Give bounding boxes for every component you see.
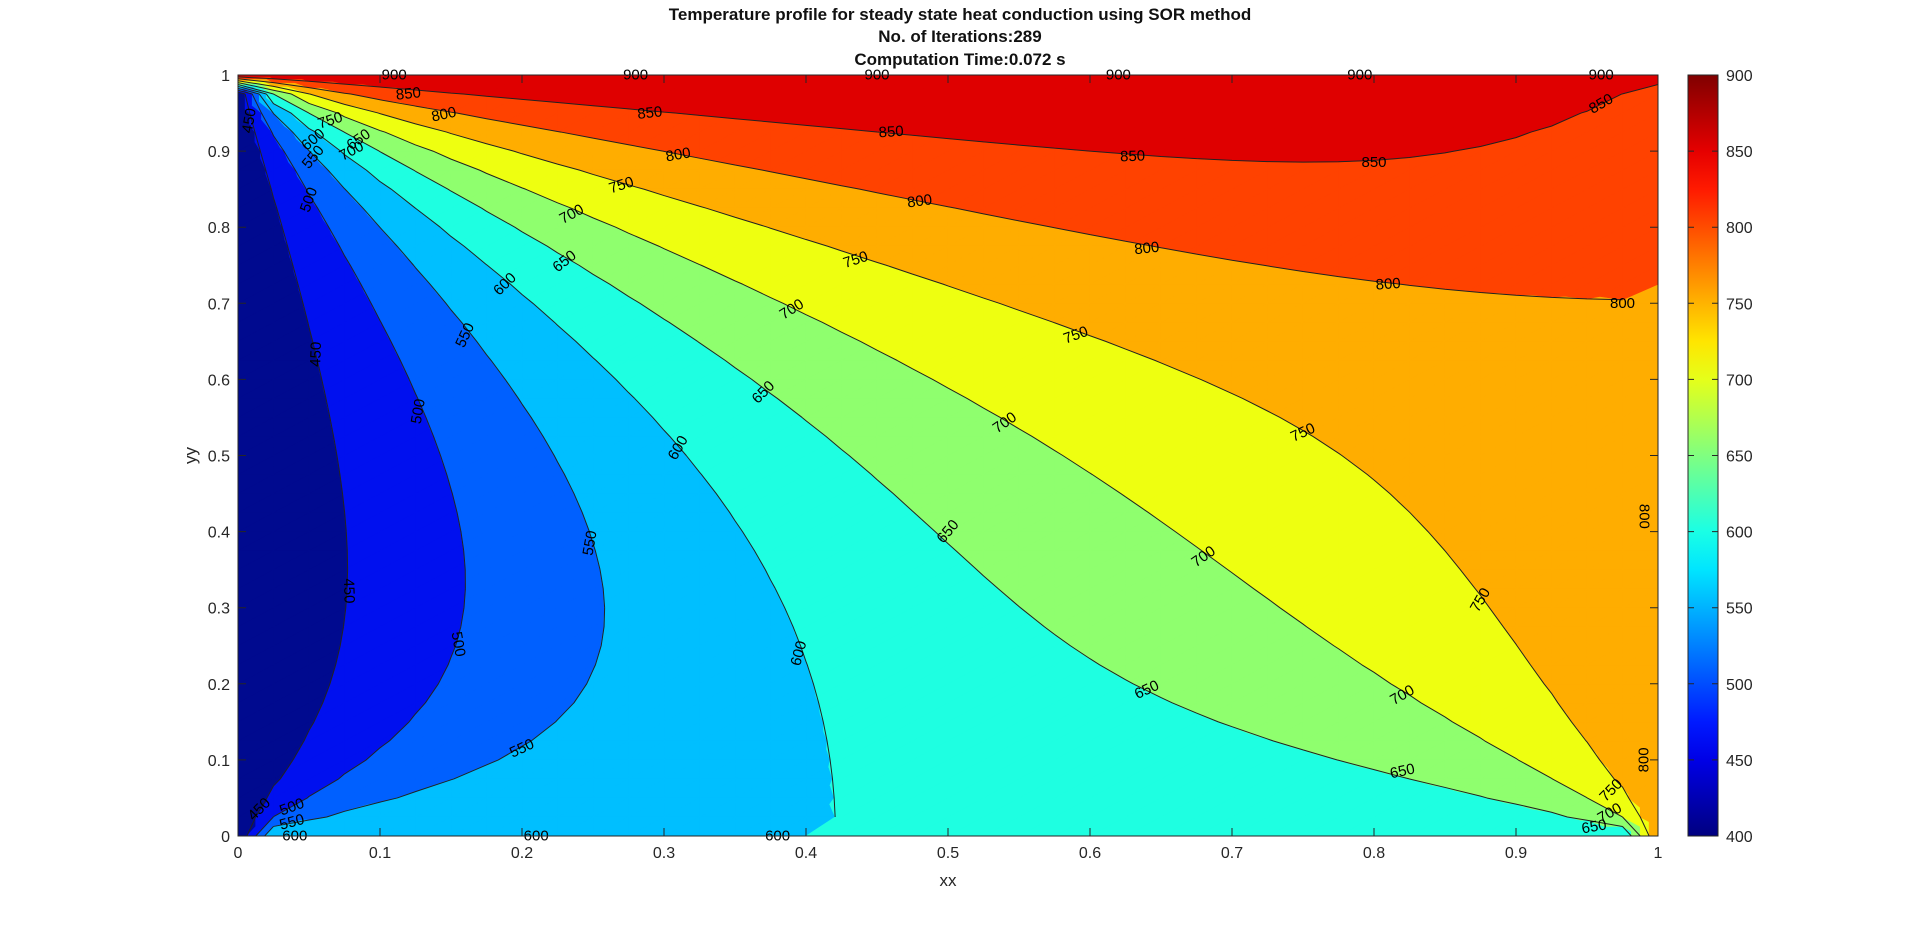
x-tick-label: 0.9 — [1505, 845, 1527, 862]
y-tick-label: 0.3 — [208, 601, 230, 618]
chart-subtitle-iterations: No. of Iterations:289 — [878, 27, 1042, 46]
y-tick-label: 0.5 — [208, 449, 230, 466]
x-tick-label: 0.8 — [1363, 845, 1385, 862]
colorbar-tick-label: 900 — [1726, 68, 1753, 85]
x-tick-label: 0.2 — [511, 845, 533, 862]
contour-label: 550 — [278, 811, 307, 834]
plot-area — [238, 75, 1658, 836]
x-axis-label: xx — [940, 871, 958, 890]
colorbar-tick-label: 700 — [1726, 372, 1753, 389]
contour-label: 850 — [1120, 147, 1146, 165]
contour-label: 850 — [395, 84, 422, 104]
contour-label: 750 — [841, 248, 870, 272]
contour-label: 800 — [1375, 275, 1401, 294]
contour-label: 750 — [316, 109, 345, 133]
x-tick-label: 0.3 — [653, 845, 675, 862]
y-tick-label: 0.2 — [208, 677, 230, 694]
contour-label: 800 — [1610, 295, 1635, 312]
contour-line-750 — [238, 80, 1650, 836]
contour-label: 550 — [580, 529, 601, 557]
contour-line-700 — [238, 82, 1641, 836]
contour-label: 450 — [239, 107, 260, 135]
y-tick-label: 0.1 — [208, 753, 230, 770]
x-tick-label: 0.4 — [795, 845, 817, 862]
colorbar-tick-label: 750 — [1726, 296, 1753, 313]
contour-label: 850 — [878, 123, 904, 142]
contour-label: 750 — [607, 173, 636, 197]
colorbar-tick-label: 800 — [1726, 220, 1753, 237]
contour-label: 800 — [430, 104, 458, 126]
y-tick-label: 0.4 — [208, 525, 230, 542]
contour-line-550 — [238, 87, 606, 836]
x-tick-label: 0.7 — [1221, 845, 1243, 862]
contour-label: 850 — [636, 103, 663, 123]
x-tick-label: 0.6 — [1079, 845, 1101, 862]
axes: 0 0.1 0.2 0.3 0.4 0.5 0.6 0.7 0.8 0.9 1 0 0.1 0.2 0.3 0… — [181, 68, 1663, 890]
contour-label: 450 — [307, 341, 325, 367]
contour-label: 800 — [1133, 239, 1160, 259]
y-tick-label: 0.8 — [208, 220, 230, 237]
x-tick-label: 1 — [1654, 845, 1663, 862]
contour-label: 500 — [408, 398, 429, 426]
colorbar-tick-label: 450 — [1726, 753, 1753, 770]
colorbar-tick-label: 650 — [1726, 449, 1753, 466]
colorbar-tick-label: 600 — [1726, 525, 1753, 542]
colorbar-tick-label: 400 — [1726, 829, 1753, 846]
y-tick-label: 0 — [221, 829, 230, 846]
colorbar-tick-label: 850 — [1726, 144, 1753, 161]
contour-label: 650 — [1580, 816, 1608, 837]
contour-label: 650 — [1388, 760, 1416, 782]
contour-label: 800 — [664, 144, 692, 165]
y-tick-label: 0.7 — [208, 296, 230, 313]
contour-line-850 — [238, 76, 1658, 163]
contour-label: 450 — [340, 578, 358, 604]
y-tick-label: 0.9 — [208, 144, 230, 161]
x-tick-label: 0.1 — [369, 845, 391, 862]
contour-label: 800 — [1635, 504, 1652, 529]
colorbar-tick-label: 500 — [1726, 677, 1753, 694]
contour-label: 850 — [1361, 154, 1386, 171]
chart-subtitle-time: Computation Time:0.072 s — [854, 50, 1066, 69]
contour-label: 600 — [787, 639, 810, 668]
colorbar: 400 450 500 550 600 650 700 750 800 850 900 — [1687, 68, 1753, 846]
x-tick-label: 0 — [234, 845, 243, 862]
contour-line-800 — [238, 78, 1623, 301]
y-tick-label: 1 — [221, 68, 230, 85]
colorbar-tick-label: 550 — [1726, 601, 1753, 618]
contour-line-500 — [238, 89, 466, 836]
chart-title: Temperature profile for steady state hea… — [668, 5, 1252, 24]
contour-line-650 — [238, 84, 1632, 836]
y-axis-label: yy — [181, 447, 200, 465]
contour-line-600 — [238, 85, 836, 818]
contour-label: 800 — [906, 191, 933, 211]
contour-label: 800 — [1635, 747, 1652, 772]
contour-line-450 — [238, 91, 349, 836]
contour-label: 500 — [448, 630, 469, 658]
y-tick-label: 0.6 — [208, 372, 230, 389]
x-tick-label: 0.5 — [937, 845, 959, 862]
